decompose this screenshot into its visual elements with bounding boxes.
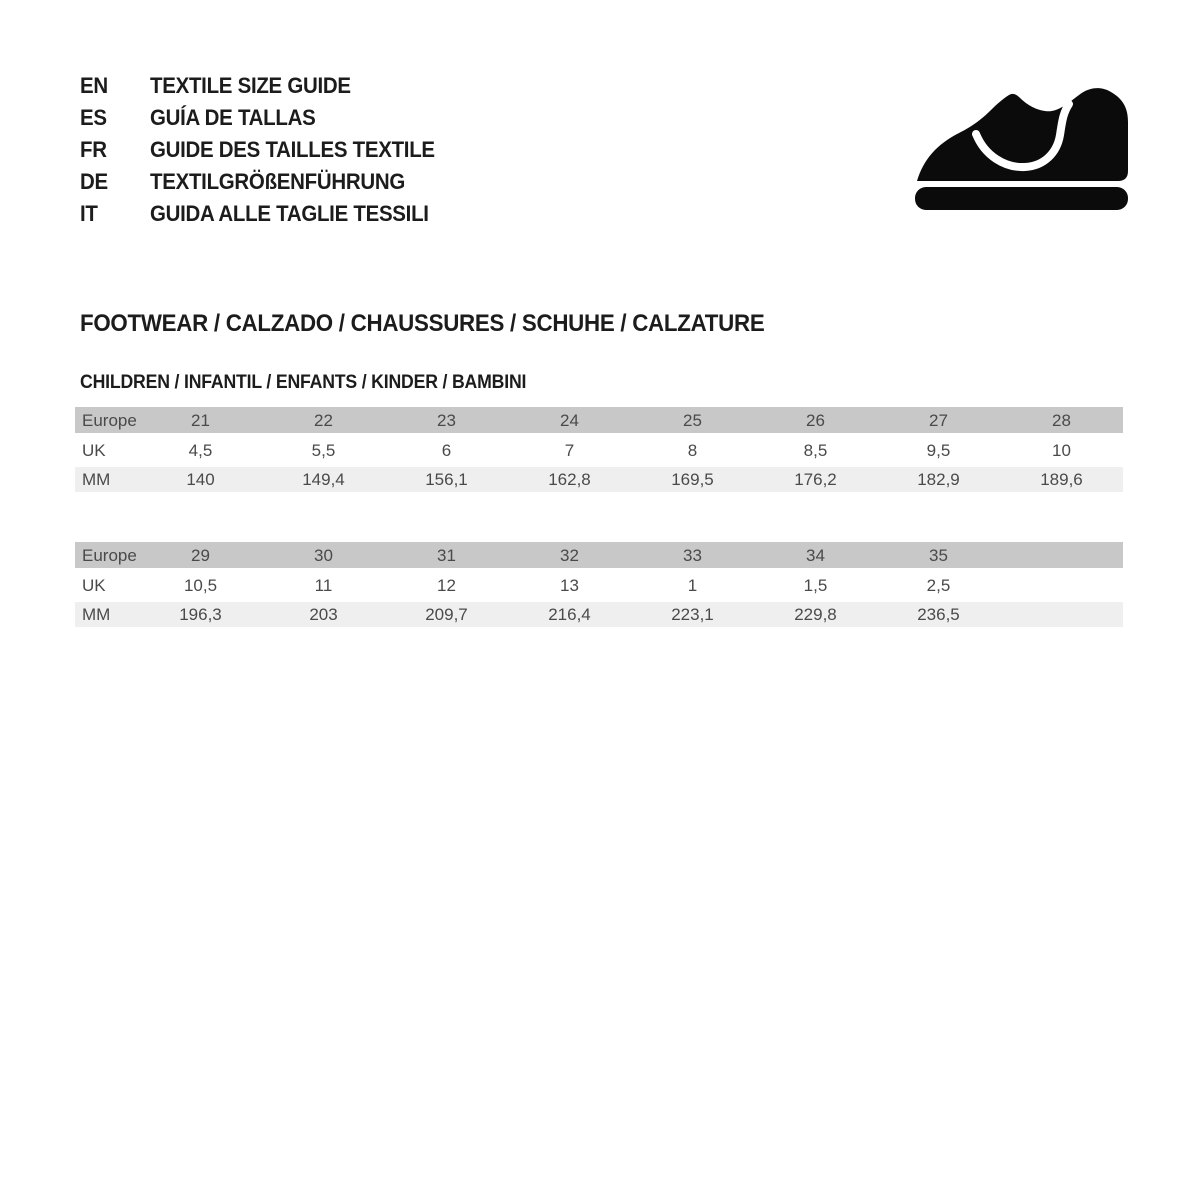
language-title: TEXTILE SIZE GUIDE	[150, 73, 351, 98]
size-value: 1	[687, 575, 698, 595]
size-table-row-uk: UK 4,5 5,5 6 7 8 8,5 9,5 10	[75, 435, 1123, 465]
size-table-children-21-28: Europe 21 22 23 24 25 26 27 28 UK 4,5 5,5 6 7 8 8,5 9,5 1…	[75, 407, 1123, 492]
size-value: 6	[441, 440, 452, 460]
size-value: 156,1	[425, 470, 468, 489]
size-value: 182,9	[917, 470, 960, 489]
language-title: GUIDA ALLE TAGLIE TESSILI	[150, 201, 429, 226]
size-value: 216,4	[548, 605, 591, 624]
row-label: UK	[82, 575, 106, 595]
size-value: 23	[437, 410, 456, 430]
language-title: TEXTILGRÖßENFÜHRUNG	[150, 169, 405, 194]
row-label: Europe	[82, 410, 137, 430]
size-value: 149,4	[302, 470, 345, 489]
size-value: 9,5	[926, 440, 951, 460]
size-value: 8	[687, 440, 698, 460]
size-value: 7	[564, 440, 575, 460]
language-code: FR	[80, 137, 107, 162]
language-row-de: DE TEXTILGRÖßENFÜHRUNG	[80, 166, 456, 198]
size-table-row-europe: Europe 21 22 23 24 25 26 27 28	[75, 407, 1123, 433]
size-value: 2,5	[926, 575, 951, 595]
size-table-row-mm: MM 140 149,4 156,1 162,8 169,5 176,2 182,9 189,6	[75, 467, 1123, 492]
subsection-title-children: CHILDREN / INFANTIL / ENFANTS / KINDER /…	[80, 372, 527, 393]
size-value: 33	[683, 545, 702, 565]
size-value: 29	[191, 545, 210, 565]
size-value: 196,3	[179, 605, 222, 624]
size-value: 27	[929, 410, 948, 430]
row-label: MM	[82, 470, 111, 489]
language-code: ES	[80, 105, 107, 130]
language-row-en: EN TEXTILE SIZE GUIDE	[80, 70, 456, 102]
size-value: 176,2	[794, 470, 837, 489]
size-value: 11	[314, 575, 333, 595]
size-value: 1,5	[803, 575, 828, 595]
size-value: 22	[314, 410, 333, 430]
language-code: IT	[80, 201, 98, 226]
size-value: 10,5	[183, 575, 218, 595]
size-value: 13	[560, 575, 579, 595]
row-label: UK	[82, 440, 106, 460]
size-value: 34	[806, 545, 825, 565]
size-table-row-europe: Europe 29 30 31 32 33 34 35	[75, 542, 1123, 568]
size-table-row-mm: MM 196,3 203 209,7 216,4 223,1 229,8 236,5	[75, 602, 1123, 627]
size-value: 162,8	[548, 470, 591, 489]
size-value: 32	[560, 545, 579, 565]
language-row-es: ES GUÍA DE TALLAS	[80, 102, 456, 134]
size-value: 21	[191, 410, 210, 430]
size-value: 26	[806, 410, 825, 430]
language-title: GUÍA DE TALLAS	[150, 105, 316, 130]
size-value: 31	[437, 545, 456, 565]
size-value: 140	[186, 470, 215, 489]
size-value: 169,5	[671, 470, 714, 489]
language-code: DE	[80, 169, 108, 194]
language-row-fr: FR GUIDE DES TAILLES TEXTILE	[80, 134, 456, 166]
size-value: 35	[929, 545, 948, 565]
size-value: 28	[1052, 410, 1071, 430]
language-code: EN	[80, 73, 108, 98]
size-table-children-29-35: Europe 29 30 31 32 33 34 35 UK 10,5 11 12 13 1 1,5 2,5 M…	[75, 542, 1123, 627]
language-title: GUIDE DES TAILLES TEXTILE	[150, 137, 435, 162]
section-title-footwear: FOOTWEAR / CALZADO / CHAUSSURES / SCHUHE…	[80, 310, 765, 337]
size-value: 10	[1052, 440, 1071, 460]
size-value: 4,5	[188, 440, 213, 460]
size-value: 209,7	[425, 605, 468, 624]
size-value: 12	[437, 575, 456, 595]
size-value: 229,8	[794, 605, 837, 624]
size-value: 203	[309, 605, 338, 624]
size-value: 189,6	[1040, 470, 1083, 489]
row-label: Europe	[82, 545, 137, 565]
children-shoe-icon	[915, 88, 1128, 210]
size-value: 8,5	[803, 440, 828, 460]
size-table-row-uk: UK 10,5 11 12 13 1 1,5 2,5	[75, 570, 1123, 600]
language-list: EN TEXTILE SIZE GUIDE ES GUÍA DE TALLAS …	[80, 70, 456, 230]
size-value: 223,1	[671, 605, 714, 624]
size-value: 25	[683, 410, 702, 430]
size-value: 24	[560, 410, 579, 430]
language-row-it: IT GUIDA ALLE TAGLIE TESSILI	[80, 198, 456, 230]
row-label: MM	[82, 605, 111, 624]
size-value: 30	[314, 545, 333, 565]
size-value: 236,5	[917, 605, 960, 624]
size-value: 5,5	[311, 440, 336, 460]
